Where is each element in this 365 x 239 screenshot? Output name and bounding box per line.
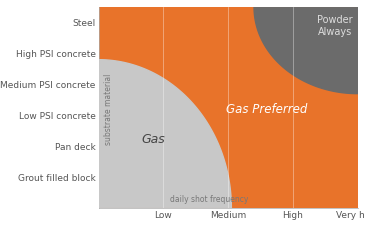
- Text: daily shot frequency: daily shot frequency: [169, 195, 248, 204]
- Text: Powder
Always: Powder Always: [317, 15, 353, 37]
- Polygon shape: [254, 7, 358, 94]
- Text: Gas: Gas: [142, 133, 165, 147]
- Text: substrate material: substrate material: [104, 73, 113, 145]
- Text: Gas Preferred: Gas Preferred: [226, 103, 308, 116]
- Polygon shape: [99, 60, 231, 208]
